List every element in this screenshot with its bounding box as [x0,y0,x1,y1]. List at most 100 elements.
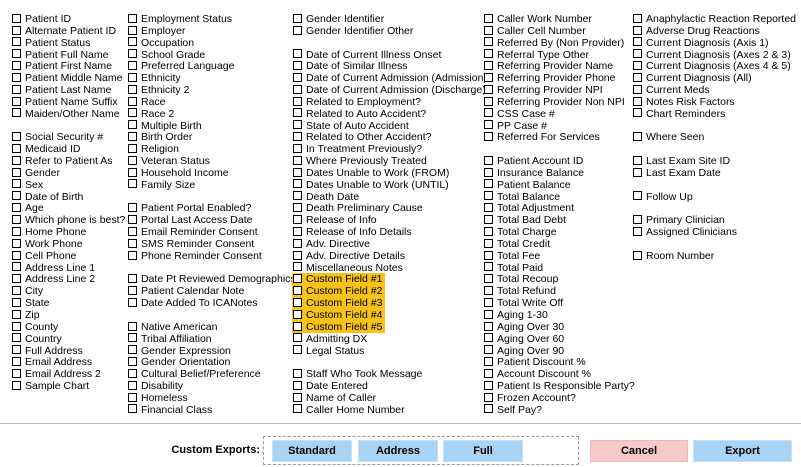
checkbox-option[interactable]: Referring Provider Name [483,60,613,72]
checkbox[interactable] [633,25,642,35]
checkbox[interactable] [293,143,302,153]
checkbox-option[interactable]: Account Discount % [483,368,591,380]
checkbox[interactable] [12,96,21,106]
checkbox[interactable] [293,226,302,236]
checkbox[interactable] [128,286,137,296]
checkbox-option[interactable]: Which phone is best? [11,214,125,226]
checkbox[interactable] [12,357,21,367]
checkbox[interactable] [12,345,21,355]
checkbox[interactable] [12,226,21,236]
checkbox-option[interactable]: Patient First Name [11,60,112,72]
checkbox-option[interactable]: Gender [11,167,60,179]
checkbox[interactable] [12,143,21,153]
checkbox-option[interactable]: Date of Current Admission (Admission) [292,72,487,84]
checkbox[interactable] [633,191,642,201]
checkbox-option[interactable]: Email Reminder Consent [127,226,258,238]
checkbox-option[interactable]: Frozen Account? [483,392,576,404]
checkbox-option[interactable]: Follow Up [632,191,693,203]
checkbox[interactable] [484,333,493,343]
checkbox-option[interactable]: Phone Reminder Consent [127,250,262,262]
checkbox[interactable] [484,274,493,284]
checkbox[interactable] [484,214,493,224]
checkbox-option[interactable]: Medicaid ID [11,143,80,155]
checkbox-option[interactable]: Native American [127,321,217,333]
checkbox-option[interactable]: Caller Cell Number [483,25,586,37]
checkbox[interactable] [484,49,493,59]
checkbox-option[interactable]: Legal Status [292,345,364,357]
checkbox-option[interactable]: Social Security # [11,131,103,143]
checkbox[interactable] [484,286,493,296]
checkbox-option[interactable]: Sample Chart [11,380,89,392]
checkbox[interactable] [293,250,302,260]
checkbox-option[interactable]: Dates Unable to Work (FROM) [292,167,449,179]
checkbox-option[interactable]: Patient Is Responsible Party? [483,380,635,392]
export-button[interactable]: Full [443,440,523,462]
checkbox[interactable] [633,155,642,165]
checkbox[interactable] [128,333,137,343]
checkbox[interactable] [12,297,21,307]
checkbox-option[interactable]: Current Diagnosis (Axes 2 & 3) [632,49,791,61]
checkbox[interactable] [293,368,302,378]
checkbox[interactable] [633,13,642,23]
checkbox[interactable] [293,61,302,71]
checkbox[interactable] [128,404,137,414]
checkbox-option[interactable]: Cell Phone [11,250,76,262]
checkbox[interactable] [12,274,21,284]
checkbox-option[interactable]: Birth Order [127,131,192,143]
checkbox[interactable] [633,226,642,236]
checkbox-option[interactable]: Veteran Status [127,155,210,167]
checkbox[interactable] [12,286,21,296]
checkbox-option[interactable]: Country [11,333,62,345]
checkbox[interactable] [12,250,21,260]
checkbox-option[interactable]: Adv. Directive Details [292,250,405,262]
checkbox[interactable] [128,297,137,307]
checkbox[interactable] [293,25,302,35]
checkbox[interactable] [128,49,137,59]
export-button[interactable]: Standard [272,440,352,462]
checkbox[interactable] [12,321,21,331]
checkbox-option[interactable]: Total Fee [483,250,540,262]
checkbox-option[interactable]: Refer to Patient As [11,155,113,167]
checkbox-option[interactable]: Employer [127,25,185,37]
checkbox[interactable] [128,345,137,355]
checkbox-option[interactable]: Current Diagnosis (Axis 1) [632,37,769,49]
checkbox-option[interactable]: Disability [127,380,183,392]
checkbox[interactable] [484,84,493,94]
checkbox-option[interactable]: Patient Discount % [483,356,586,368]
checkbox[interactable] [12,238,21,248]
checkbox[interactable] [293,297,302,307]
checkbox[interactable] [128,238,137,248]
checkbox-option[interactable]: Dates Unable to Work (UNTIL) [292,179,449,191]
checkbox-option[interactable]: Adv. Directive [292,238,370,250]
checkbox-option[interactable]: PP Case # [483,120,547,132]
checkbox[interactable] [12,37,21,47]
checkbox[interactable] [293,13,302,23]
checkbox-option[interactable]: Email Address 2 [11,368,101,380]
checkbox-option[interactable]: Release of Info [292,214,377,226]
checkbox[interactable] [293,96,302,106]
checkbox-option[interactable]: Gender Orientation [127,356,230,368]
checkbox[interactable] [128,392,137,402]
checkbox-option[interactable]: Financial Class [127,404,212,416]
export-main-button[interactable]: Export [693,440,792,462]
checkbox[interactable] [484,167,493,177]
checkbox-option[interactable]: Occupation [127,37,194,49]
checkbox-option[interactable]: Full Address [11,345,83,357]
checkbox[interactable] [484,297,493,307]
checkbox-option[interactable]: Patient Portal Enabled? [127,202,251,214]
checkbox-option[interactable]: Cultural Belief/Preference [127,368,261,380]
checkbox[interactable] [293,404,302,414]
checkbox[interactable] [484,132,493,142]
checkbox[interactable] [128,214,137,224]
checkbox-option[interactable]: Where Seen [632,131,704,143]
checkbox-option[interactable]: Date Entered [292,380,368,392]
checkbox-option[interactable]: Gender Identifier Other [292,25,413,37]
checkbox-option[interactable]: Zip [11,309,40,321]
checkbox-option[interactable]: Patient Calendar Note [127,285,244,297]
checkbox-option[interactable]: Ethnicity 2 [127,84,189,96]
export-button[interactable]: Address [358,440,438,462]
checkbox-option[interactable]: Patient Status [11,37,90,49]
checkbox-option[interactable]: Adverse Drug Reactions [632,25,760,37]
checkbox[interactable] [12,13,21,23]
checkbox-option[interactable]: Total Credit [483,238,550,250]
